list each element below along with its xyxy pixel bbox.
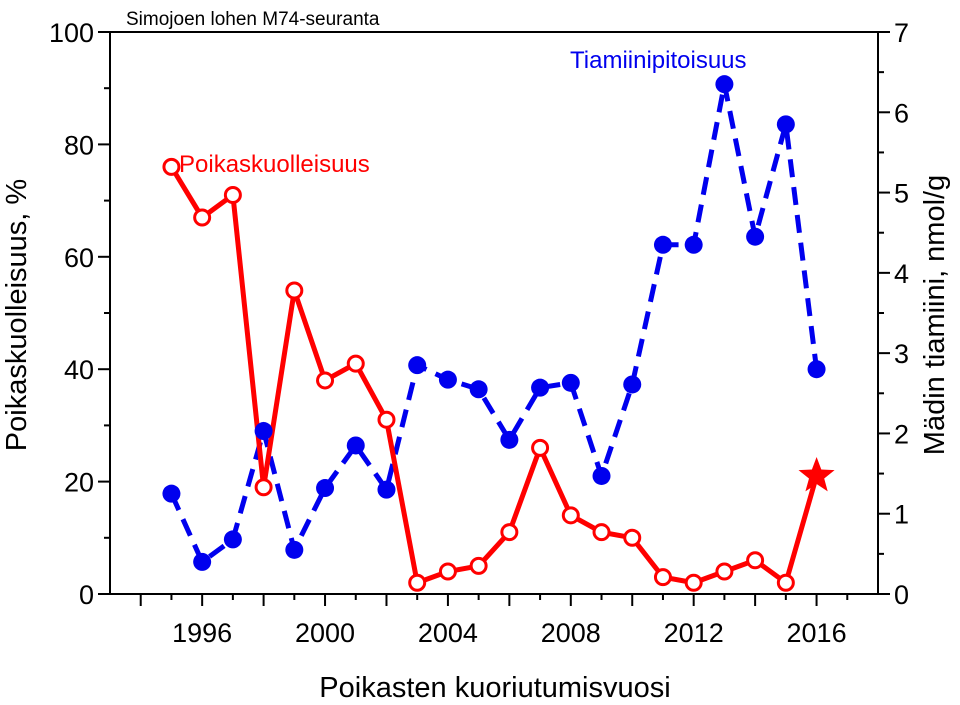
point-mortality bbox=[561, 506, 580, 525]
point-mortality-star bbox=[798, 457, 835, 492]
y2-tick-label: 6 bbox=[894, 98, 909, 128]
point-thiamine bbox=[316, 479, 335, 498]
point-mortality bbox=[193, 208, 212, 227]
point-mortality bbox=[346, 354, 365, 373]
point-thiamine bbox=[684, 235, 703, 254]
point-mortality bbox=[684, 573, 703, 592]
point-thiamine bbox=[193, 552, 212, 571]
point-thiamine bbox=[653, 235, 672, 254]
point-mortality bbox=[623, 528, 642, 547]
y2-tick-label: 1 bbox=[894, 500, 909, 530]
point-thiamine bbox=[469, 380, 488, 399]
point-mortality bbox=[592, 523, 611, 542]
y-tick-label: 80 bbox=[64, 130, 94, 160]
series-line-mortality bbox=[169, 165, 819, 587]
point-mortality bbox=[223, 185, 242, 204]
point-thiamine bbox=[223, 530, 242, 549]
point-thiamine bbox=[500, 430, 519, 449]
point-thiamine bbox=[776, 115, 795, 134]
point-mortality bbox=[377, 410, 396, 429]
point-thiamine bbox=[623, 375, 642, 394]
chart-title: Simojoen lohen M74-seuranta bbox=[126, 9, 380, 30]
y2-tick-label: 3 bbox=[894, 339, 909, 369]
y-tick-label: 40 bbox=[64, 355, 94, 385]
point-mortality bbox=[316, 371, 335, 390]
point-mortality bbox=[715, 562, 734, 581]
point-thiamine bbox=[715, 75, 734, 94]
y2-tick-label: 5 bbox=[894, 179, 909, 209]
point-thiamine bbox=[285, 540, 304, 559]
x-tick-label: 2016 bbox=[787, 618, 847, 648]
point-thiamine bbox=[746, 227, 765, 246]
point-mortality bbox=[746, 551, 765, 570]
y2-axis-title: Mädin tiamiini, nmol/g bbox=[919, 175, 951, 455]
point-thiamine bbox=[438, 370, 457, 389]
point-mortality bbox=[438, 562, 457, 581]
point-thiamine bbox=[254, 422, 273, 441]
point-mortality bbox=[500, 523, 519, 542]
x-tick-label: 2012 bbox=[664, 618, 724, 648]
point-mortality bbox=[469, 556, 488, 575]
axis-ticks bbox=[98, 31, 890, 606]
y-tick-label: 0 bbox=[79, 580, 94, 610]
y2-tick-label: 0 bbox=[894, 580, 909, 610]
x-tick-label: 1996 bbox=[172, 618, 232, 648]
point-mortality bbox=[653, 568, 672, 587]
series-label-thiamine: Tiamiinipitoisuus bbox=[570, 47, 747, 74]
x-tick-label: 2004 bbox=[418, 618, 478, 648]
point-thiamine bbox=[377, 480, 396, 499]
point-thiamine bbox=[592, 466, 611, 485]
point-thiamine bbox=[408, 356, 427, 375]
point-thiamine bbox=[346, 436, 365, 455]
y-axis-title: Poikaskuolleisuus, % bbox=[1, 179, 33, 451]
point-thiamine bbox=[162, 484, 181, 503]
x-axis-title: Poikasten kuoriutumisvuosi bbox=[319, 672, 670, 704]
series-line-thiamine bbox=[169, 83, 820, 566]
y2-tick-label: 7 bbox=[894, 18, 909, 48]
point-mortality bbox=[162, 157, 181, 176]
y2-tick-label: 2 bbox=[894, 419, 909, 449]
point-mortality bbox=[531, 438, 550, 457]
point-thiamine bbox=[561, 373, 580, 392]
y2-tick-label: 4 bbox=[894, 259, 909, 289]
series-layer bbox=[162, 75, 835, 592]
chart-frame bbox=[109, 31, 879, 595]
y-tick-label: 20 bbox=[64, 468, 94, 498]
plot-frame bbox=[109, 31, 879, 595]
point-thiamine bbox=[531, 378, 550, 397]
x-tick-label: 2000 bbox=[295, 618, 355, 648]
point-mortality bbox=[285, 281, 304, 300]
point-mortality bbox=[776, 573, 795, 592]
x-tick-label: 2008 bbox=[541, 618, 601, 648]
y-tick-label: 60 bbox=[64, 243, 94, 273]
y-tick-label: 100 bbox=[49, 18, 94, 48]
tick-labels: 1996 2000 2004 2008 2012 2016 0 20 40 60 80 100 0 1 2 3… bbox=[49, 18, 909, 648]
series-label-mortality: Poikaskuolleisuus bbox=[179, 151, 370, 178]
point-mortality bbox=[408, 573, 427, 592]
point-thiamine bbox=[807, 360, 826, 379]
point-mortality bbox=[254, 478, 273, 497]
